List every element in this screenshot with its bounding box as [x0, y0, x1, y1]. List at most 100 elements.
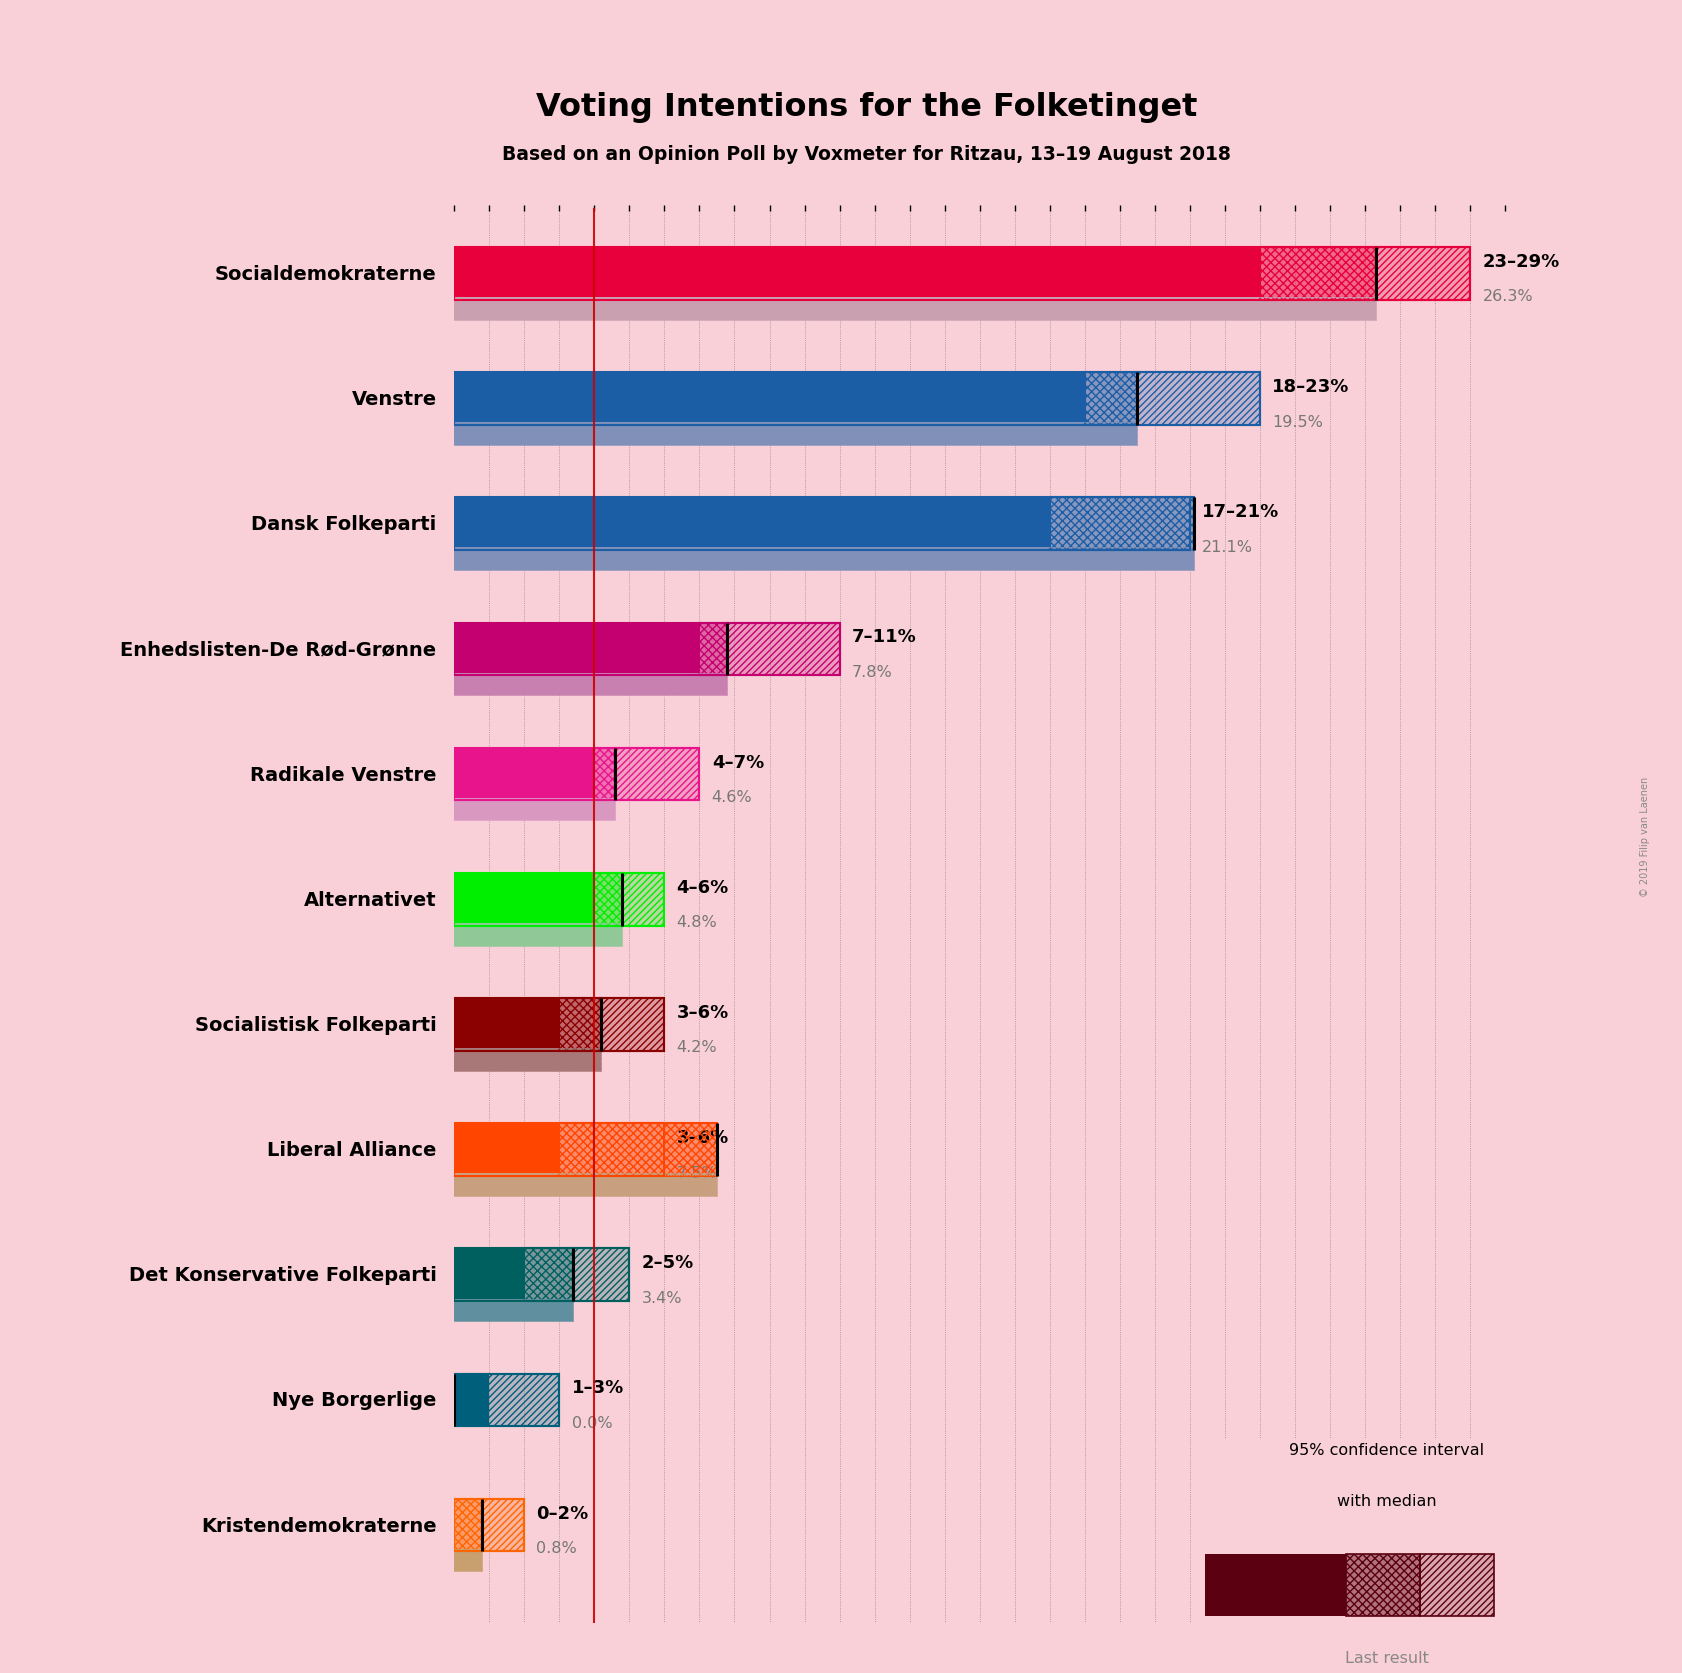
Bar — [594, 873, 622, 925]
Text: 4.8%: 4.8% — [676, 915, 718, 930]
Bar — [602, 999, 664, 1051]
Text: 7.5%: 7.5% — [676, 1164, 717, 1179]
Text: Voting Intentions for the Folketinget: Voting Intentions for the Folketinget — [535, 92, 1198, 122]
Bar — [574, 1248, 629, 1302]
Bar — [558, 1124, 717, 1176]
Bar — [594, 748, 616, 801]
Text: 18–23%: 18–23% — [1272, 378, 1349, 397]
Bar — [454, 1174, 717, 1196]
Bar — [1260, 248, 1376, 301]
Text: Socialistisk Folkeparti: Socialistisk Folkeparti — [195, 1016, 437, 1034]
Text: Venstre: Venstre — [352, 390, 437, 408]
Text: 17–21%: 17–21% — [1203, 504, 1280, 520]
Bar — [454, 1499, 525, 1551]
Text: 0–2%: 0–2% — [537, 1504, 589, 1522]
Text: Last result: Last result — [1344, 1650, 1428, 1665]
Bar — [558, 1124, 717, 1176]
Bar — [483, 1499, 525, 1551]
Text: 4.2%: 4.2% — [676, 1041, 717, 1054]
Text: with median: with median — [1337, 1492, 1436, 1507]
Text: 26.3%: 26.3% — [1482, 289, 1534, 304]
Bar — [454, 1298, 574, 1322]
Text: 2–5%: 2–5% — [641, 1253, 695, 1271]
Text: 3.4%: 3.4% — [641, 1290, 683, 1305]
Bar — [558, 999, 602, 1051]
Bar — [454, 1174, 717, 1196]
Bar — [602, 999, 664, 1051]
Text: Dansk Folkeparti: Dansk Folkeparti — [251, 515, 437, 534]
Bar — [594, 748, 616, 801]
Bar — [622, 873, 664, 925]
Bar — [727, 624, 839, 676]
Bar — [454, 748, 594, 801]
Text: Alternativet: Alternativet — [304, 890, 437, 908]
Bar — [1206, 1554, 1346, 1616]
Bar — [454, 748, 700, 801]
Bar — [594, 873, 622, 925]
Text: Nye Borgerlige: Nye Borgerlige — [272, 1390, 437, 1410]
Bar — [454, 999, 664, 1051]
Bar — [454, 798, 616, 821]
Text: Based on an Opinion Poll by Voxmeter for Ritzau, 13–19 August 2018: Based on an Opinion Poll by Voxmeter for… — [501, 144, 1231, 164]
Bar — [525, 1248, 574, 1302]
Bar — [700, 624, 727, 676]
Text: Enhedslisten-De Rød-Grønne: Enhedslisten-De Rød-Grønne — [121, 641, 437, 659]
Text: © 2019 Filip van Laenen: © 2019 Filip van Laenen — [1640, 776, 1650, 897]
Bar — [454, 373, 1260, 425]
Bar — [1050, 499, 1194, 550]
Bar — [454, 373, 1085, 425]
Bar — [454, 673, 727, 696]
Bar — [1376, 248, 1470, 301]
Bar — [558, 999, 602, 1051]
Bar — [454, 873, 594, 925]
Bar — [454, 1248, 525, 1302]
Bar — [454, 624, 839, 676]
Bar — [1420, 1554, 1494, 1616]
Bar — [454, 1374, 558, 1427]
Text: 1–3%: 1–3% — [572, 1379, 624, 1397]
Bar — [454, 1374, 558, 1427]
Bar — [1085, 373, 1137, 425]
Text: 7–11%: 7–11% — [851, 627, 917, 646]
Bar — [1420, 1554, 1494, 1616]
Text: 7.8%: 7.8% — [851, 664, 893, 679]
Text: 4–6%: 4–6% — [676, 878, 728, 897]
Bar — [454, 1124, 664, 1176]
Bar — [616, 748, 700, 801]
Bar — [454, 1374, 558, 1427]
Bar — [525, 1248, 574, 1302]
Bar — [454, 423, 1137, 445]
Text: 23–29%: 23–29% — [1482, 253, 1559, 271]
Bar — [454, 248, 1470, 301]
Text: 0.8%: 0.8% — [537, 1541, 577, 1556]
Bar — [454, 499, 1191, 550]
Text: Liberal Alliance: Liberal Alliance — [267, 1141, 437, 1159]
Bar — [454, 423, 1137, 445]
Bar — [622, 873, 664, 925]
Bar — [454, 1499, 483, 1551]
Bar — [454, 873, 664, 925]
Bar — [454, 1549, 483, 1571]
Bar — [454, 923, 622, 945]
Bar — [1206, 1666, 1494, 1673]
Bar — [1376, 248, 1470, 301]
Bar — [454, 248, 1260, 301]
Text: 21.1%: 21.1% — [1203, 539, 1253, 554]
Bar — [454, 298, 1376, 321]
Bar — [454, 499, 1050, 550]
Bar — [454, 624, 700, 676]
Text: Det Konservative Folkeparti: Det Konservative Folkeparti — [130, 1265, 437, 1285]
Text: Kristendemokraterne: Kristendemokraterne — [200, 1516, 437, 1534]
Text: 19.5%: 19.5% — [1272, 415, 1324, 430]
Bar — [1346, 1554, 1420, 1616]
Text: 95% confidence interval: 95% confidence interval — [1288, 1442, 1484, 1457]
Bar — [483, 1499, 525, 1551]
Bar — [454, 1248, 629, 1302]
Bar — [454, 999, 558, 1051]
Text: 3–6%: 3–6% — [676, 1128, 728, 1146]
Bar — [454, 549, 1194, 570]
Bar — [454, 1499, 483, 1551]
Bar — [454, 1049, 602, 1071]
Bar — [454, 1124, 558, 1176]
Bar — [454, 1549, 483, 1571]
